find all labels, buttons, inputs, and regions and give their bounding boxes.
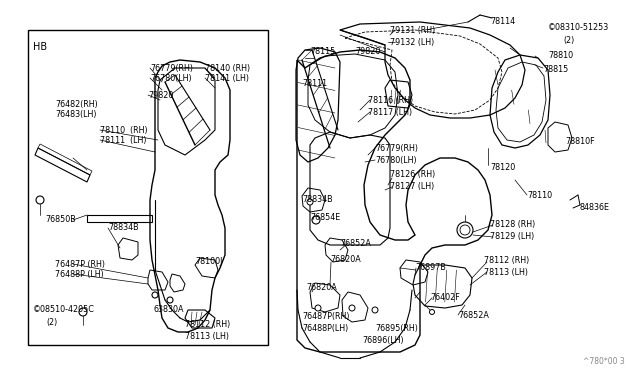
Text: 78110  (RH): 78110 (RH) <box>100 125 148 135</box>
Text: 79820: 79820 <box>148 90 173 99</box>
Circle shape <box>36 196 44 204</box>
Text: 78120: 78120 <box>490 164 515 173</box>
Circle shape <box>429 310 435 314</box>
Text: 78141 (LH): 78141 (LH) <box>205 74 249 83</box>
Text: 76895(RH): 76895(RH) <box>375 324 418 333</box>
Text: 76850B: 76850B <box>45 215 76 224</box>
Text: 78126 (RH): 78126 (RH) <box>390 170 435 180</box>
Text: ©08510-4205C: ©08510-4205C <box>33 305 95 314</box>
Text: 78112 (RH): 78112 (RH) <box>185 321 230 330</box>
Text: (2): (2) <box>563 35 574 45</box>
Bar <box>28 30 268 345</box>
Text: 78810F: 78810F <box>565 138 595 147</box>
Text: 76780(LH): 76780(LH) <box>375 155 417 164</box>
Text: 76779(RH): 76779(RH) <box>375 144 418 153</box>
Text: 76488P(LH): 76488P(LH) <box>302 324 348 333</box>
Text: 76487P (RH): 76487P (RH) <box>55 260 105 269</box>
Text: 76488P (LH): 76488P (LH) <box>55 269 104 279</box>
Text: 78114: 78114 <box>490 17 515 26</box>
Text: 76482(RH): 76482(RH) <box>55 100 98 109</box>
Text: 78834B: 78834B <box>108 224 139 232</box>
Text: ^780*00 3: ^780*00 3 <box>583 357 625 366</box>
Text: 76896(LH): 76896(LH) <box>362 336 404 344</box>
Text: 76820A: 76820A <box>330 256 361 264</box>
Text: 78100J: 78100J <box>195 257 222 266</box>
Circle shape <box>312 216 320 224</box>
Text: 76852A: 76852A <box>458 311 489 320</box>
Text: 63830A: 63830A <box>153 305 184 314</box>
Circle shape <box>349 305 355 311</box>
Text: 79820: 79820 <box>355 48 380 57</box>
Circle shape <box>457 222 473 238</box>
Text: 78112 (RH): 78112 (RH) <box>484 256 529 264</box>
Text: 76852A: 76852A <box>340 238 371 247</box>
Text: 78128 (RH): 78128 (RH) <box>490 221 535 230</box>
Text: (2): (2) <box>46 317 57 327</box>
Text: 78110: 78110 <box>527 190 552 199</box>
Text: 76402F: 76402F <box>430 294 460 302</box>
Text: 78129 (LH): 78129 (LH) <box>490 232 534 241</box>
Text: 76487P(RH): 76487P(RH) <box>302 311 349 321</box>
Text: 78127 (LH): 78127 (LH) <box>390 183 435 192</box>
Text: 78834B: 78834B <box>302 196 333 205</box>
Circle shape <box>315 305 321 311</box>
Text: 78116 (RH): 78116 (RH) <box>368 96 413 105</box>
Text: 79131 (RH): 79131 (RH) <box>390 26 435 35</box>
Text: 76897B: 76897B <box>415 263 446 273</box>
Text: 76483(LH): 76483(LH) <box>55 110 97 119</box>
Circle shape <box>307 199 313 205</box>
Circle shape <box>152 292 158 298</box>
Text: 84836E: 84836E <box>580 203 610 212</box>
Text: 76779(RH): 76779(RH) <box>150 64 193 73</box>
Text: 78111  (LH): 78111 (LH) <box>100 135 147 144</box>
Circle shape <box>167 297 173 303</box>
Text: 78113 (LH): 78113 (LH) <box>484 267 528 276</box>
Text: 79132 (LH): 79132 (LH) <box>390 38 435 46</box>
Text: 78115: 78115 <box>310 48 335 57</box>
Text: HB: HB <box>33 42 47 52</box>
Text: 78117 (LH): 78117 (LH) <box>368 108 412 116</box>
Text: 78113 (LH): 78113 (LH) <box>185 333 229 341</box>
Text: 76780(LH): 76780(LH) <box>150 74 191 83</box>
Text: 78815: 78815 <box>543 65 568 74</box>
Text: 78111: 78111 <box>302 80 327 89</box>
Text: 76854E: 76854E <box>310 212 340 221</box>
Text: 76820A: 76820A <box>306 282 337 292</box>
Text: 78810: 78810 <box>548 51 573 60</box>
Circle shape <box>79 308 87 316</box>
Text: 78140 (RH): 78140 (RH) <box>205 64 250 73</box>
Text: ©08310-51253: ©08310-51253 <box>548 23 609 32</box>
